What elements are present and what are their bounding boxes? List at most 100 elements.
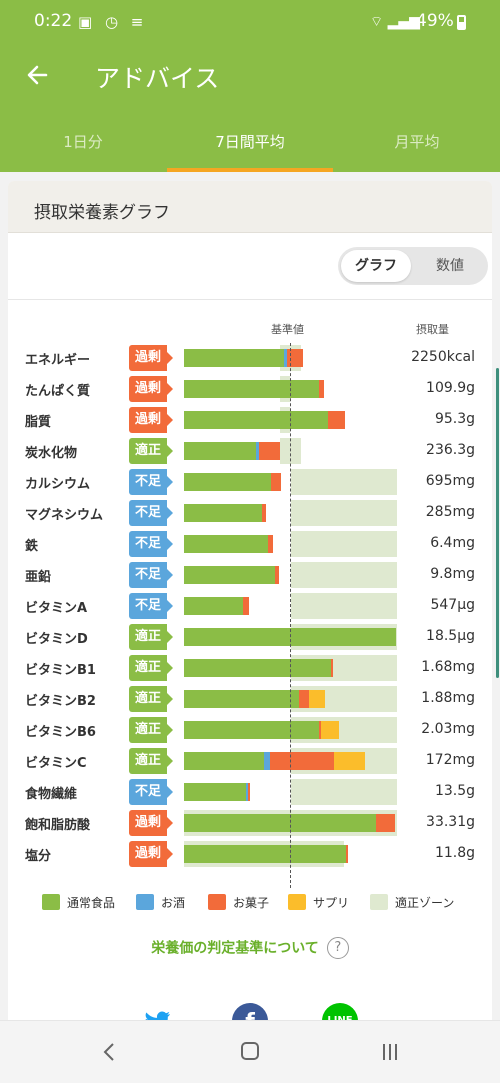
bar-track	[184, 376, 397, 402]
bar-segment-food	[184, 690, 300, 708]
bar-track	[184, 779, 397, 805]
status-badge: 過剰	[129, 407, 173, 433]
bar-track	[184, 624, 397, 650]
status-badge: 不足	[129, 779, 173, 805]
back-arrow-icon[interactable]	[24, 61, 52, 89]
legend-label: お菓子	[233, 896, 270, 910]
intake-value: 1.68mg	[421, 659, 475, 675]
nav-recents-icon[interactable]	[376, 1038, 404, 1066]
bar-track	[184, 562, 397, 588]
bar-segment-snack	[375, 814, 395, 832]
status-badge: 不足	[129, 500, 173, 526]
intake-value: 9.8mg	[430, 566, 475, 582]
bar-segment-snack	[268, 535, 274, 553]
bar-track	[184, 686, 397, 712]
criteria-link-text[interactable]: 栄養価の判定基準について	[151, 940, 319, 957]
standard-value-line	[290, 343, 291, 888]
nutrient-name: ビタミンB2	[25, 694, 96, 709]
nutrient-row: ビタミンC 適正 172mg	[8, 746, 492, 777]
intake-value: 2250kcal	[411, 349, 475, 365]
nutrient-row: ビタミンD 適正 18.5μg	[8, 622, 492, 653]
app-bar: アドバイス 1日分 7日間平均 月平均	[0, 45, 500, 172]
bar-segment-snack	[299, 690, 309, 708]
status-badge: 不足	[129, 593, 173, 619]
toggle-numeric-button[interactable]: 数値	[436, 258, 464, 274]
bar-track	[184, 345, 397, 371]
nutrient-name: 脂質	[25, 415, 52, 430]
bar-segment-snack	[270, 752, 335, 770]
status-time: 0:22	[34, 11, 73, 31]
status-badge: 過剰	[129, 345, 173, 371]
status-bar: 0:22 ▣ ◷ ≡ ⌔ ▂▄▆ 49%	[0, 0, 500, 45]
battery-icon	[457, 15, 466, 30]
tab-monthly-average[interactable]: 月平均	[394, 133, 440, 151]
nutrient-row: 炭水化物 適正 236.3g	[8, 436, 492, 467]
status-badge: 適正	[129, 717, 173, 743]
bar-segment-food	[184, 659, 331, 677]
bar-segment-food	[184, 504, 262, 522]
intake-value: 547μg	[430, 597, 475, 613]
bar-segment-food	[184, 380, 320, 398]
bar-track	[184, 469, 397, 495]
bar-segment-food	[184, 845, 346, 863]
scrollbar[interactable]	[496, 368, 499, 678]
bar-segment-food	[184, 349, 285, 367]
status-badge: 適正	[129, 624, 173, 650]
proper-zone	[290, 469, 397, 495]
bar-segment-supplement	[321, 721, 340, 739]
bar-segment-snack	[242, 597, 249, 615]
nav-back-icon[interactable]	[96, 1038, 124, 1066]
bar-segment-food	[184, 535, 269, 553]
nutrient-row: 塩分 過剰 11.8g	[8, 839, 492, 870]
nutrient-row: ビタミンB1 適正 1.68mg	[8, 653, 492, 684]
bar-segment-snack	[258, 442, 280, 460]
intake-value: 172mg	[425, 752, 475, 768]
nutrient-graph-card: 摂取栄養素グラフ グラフ 数値 基準値 摂取量 エネルギー 過剰 2250kcal た…	[8, 181, 492, 1041]
nutrient-row: 食物繊維 不足 13.5g	[8, 777, 492, 808]
intake-value: 33.31g	[426, 814, 475, 830]
intake-value: 695mg	[425, 473, 475, 489]
status-badge: 不足	[129, 562, 173, 588]
intake-value: 2.03mg	[421, 721, 475, 737]
nutrient-name: 鉄	[25, 539, 39, 554]
bar-segment-snack	[287, 349, 304, 367]
intake-value: 6.4mg	[430, 535, 475, 551]
status-badge: 過剰	[129, 810, 173, 836]
bar-segment-snack	[274, 566, 279, 584]
nutrient-row: ビタミンB6 適正 2.03mg	[8, 715, 492, 746]
toggle-graph-button[interactable]: グラフ	[341, 250, 411, 282]
bar-segment-food	[184, 566, 275, 584]
bar-segment-snack	[271, 473, 281, 491]
nutrient-name: ビタミンD	[25, 632, 88, 647]
criteria-link[interactable]: 栄養価の判定基準について?	[8, 937, 492, 959]
nutrient-row: 亜鉛 不足 9.8mg	[8, 560, 492, 591]
proper-zone	[290, 531, 397, 557]
tab-1day[interactable]: 1日分	[63, 133, 103, 151]
tab-7day-average[interactable]: 7日間平均	[167, 125, 333, 172]
view-toggle: グラフ 数値	[338, 247, 488, 285]
nav-home-icon[interactable]	[236, 1038, 264, 1066]
nutrient-name: 亜鉛	[25, 570, 52, 585]
bar-track	[184, 841, 397, 867]
bar-track	[184, 531, 397, 557]
intake-value: 18.5μg	[426, 628, 475, 644]
status-badge: 不足	[129, 469, 173, 495]
system-nav-bar	[0, 1020, 500, 1083]
nutrient-name: ビタミンB1	[25, 663, 96, 678]
bar-track	[184, 593, 397, 619]
bar-segment-food	[184, 752, 264, 770]
legend-swatch	[208, 894, 226, 910]
nutrient-row: カルシウム 不足 695mg	[8, 467, 492, 498]
page-title: アドバイス	[95, 64, 220, 93]
nutrient-name: たんぱく質	[25, 384, 91, 399]
help-icon[interactable]: ?	[326, 937, 349, 959]
nutrient-row: ビタミンB2 適正 1.88mg	[8, 684, 492, 715]
status-badge: 適正	[129, 438, 173, 464]
status-badge: 過剰	[129, 376, 173, 402]
card-header: 摂取栄養素グラフ	[8, 181, 492, 233]
legend-swatch	[136, 894, 154, 910]
bar-segment-food	[184, 473, 272, 491]
nutrient-name: ビタミンC	[25, 756, 87, 771]
intake-value: 11.8g	[434, 845, 475, 861]
status-badge: 不足	[129, 531, 173, 557]
